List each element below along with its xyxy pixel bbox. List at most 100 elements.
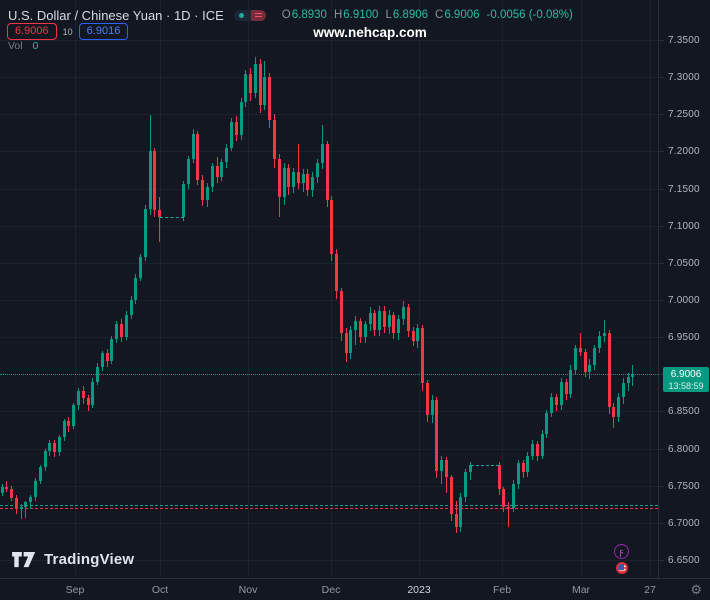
candle-wick — [30, 495, 32, 510]
candle — [516, 463, 520, 485]
open-label: O — [281, 9, 291, 21]
candle — [29, 496, 33, 503]
candle — [421, 328, 425, 384]
price-axis[interactable]: 7.3500 7.3000 7.2500 7.2000 7.1500 7.1000 7.05… — [658, 0, 710, 578]
candle — [430, 399, 434, 416]
high-value: 6.9100 — [343, 9, 379, 21]
candle — [540, 433, 544, 456]
price-tick-label: 6.8500 — [668, 406, 700, 418]
candle — [215, 166, 219, 177]
candle — [411, 331, 415, 341]
tradingview-logo[interactable]: TradingView — [12, 551, 134, 568]
horizontal-gridline — [0, 114, 658, 116]
candle — [354, 320, 358, 330]
candle — [115, 323, 119, 339]
price-tick-mark — [659, 374, 664, 376]
candle — [258, 63, 262, 106]
candle — [81, 390, 85, 399]
candle — [301, 173, 305, 183]
candle — [62, 421, 66, 438]
candle-wick — [20, 503, 22, 520]
time-tick-label: Oct — [151, 584, 169, 596]
market-status-toggle[interactable] — [233, 9, 266, 21]
time-tick-label: Sep — [65, 584, 85, 596]
vertical-gridline — [331, 0, 332, 578]
candle — [507, 506, 511, 508]
candle — [387, 314, 391, 328]
candle — [19, 506, 23, 510]
candle — [435, 399, 439, 471]
candle — [220, 161, 224, 177]
candle — [392, 314, 396, 334]
candle — [105, 353, 109, 361]
candle — [10, 489, 14, 499]
candle — [583, 351, 587, 373]
vertical-gridline — [248, 0, 249, 578]
candle — [244, 74, 248, 103]
candle — [229, 121, 233, 148]
vertical-gridline — [502, 0, 503, 578]
candle — [38, 467, 42, 481]
candle — [502, 489, 506, 507]
candle — [368, 313, 372, 324]
price-tick-mark — [659, 485, 664, 487]
market-holiday-flat-line — [160, 216, 184, 218]
candle-wick — [603, 320, 605, 342]
close-value: 6.9006 — [444, 9, 480, 21]
candle — [148, 151, 152, 210]
candle-wick — [508, 502, 510, 528]
candle — [373, 313, 377, 330]
price-tick-label: 7.0000 — [668, 294, 700, 306]
candle — [86, 398, 90, 406]
time-axis[interactable]: Sep Oct Nov Dec 2023 Feb Mar 27 ⚙ — [0, 578, 710, 600]
price-tick-mark — [659, 299, 664, 301]
candle — [206, 187, 210, 200]
candle — [96, 366, 100, 382]
horizontal-gridline — [0, 225, 658, 227]
axis-settings-gear-icon[interactable]: ⚙ — [690, 582, 702, 597]
quick-trade-lightning-icon[interactable]: ϝ — [614, 544, 629, 559]
sell-price-button[interactable]: 6.9006 — [7, 23, 57, 40]
price-tick-mark — [659, 188, 664, 190]
candle — [0, 487, 4, 494]
candle — [339, 291, 343, 334]
current-price-value: 6.9006 — [670, 369, 702, 380]
candle — [607, 332, 611, 407]
candle — [526, 455, 530, 473]
price-tick-label: 6.7000 — [668, 517, 700, 529]
candle — [287, 167, 291, 188]
buy-price-button[interactable]: 6.9016 — [78, 23, 129, 40]
candle — [535, 444, 539, 456]
candle — [124, 314, 128, 338]
candle — [191, 133, 195, 159]
high-label: H — [333, 9, 343, 21]
candle — [196, 133, 200, 180]
candle — [120, 323, 123, 338]
candle — [578, 348, 582, 352]
horizontal-gridline — [0, 411, 658, 413]
price-tick-mark — [659, 40, 664, 41]
bar-close-countdown: 13:58:59 — [668, 380, 704, 391]
horizontal-gridline — [0, 40, 658, 41]
tradingview-logo-text: TradingView — [44, 551, 135, 568]
candle-wick — [6, 481, 8, 492]
chart-canvas[interactable] — [0, 0, 658, 578]
price-tick-label: 6.9500 — [668, 332, 700, 344]
us-flag-icon[interactable] — [616, 562, 628, 574]
candle — [134, 277, 138, 300]
symbol-title[interactable]: U.S. Dollar / Chinese Yuan · 1D · ICE — [8, 7, 224, 23]
candle — [440, 459, 444, 471]
candle — [574, 348, 578, 370]
price-tick-label: 6.6500 — [668, 554, 700, 566]
candle — [626, 377, 630, 384]
candle — [143, 209, 147, 257]
candle — [296, 172, 300, 183]
candle — [33, 480, 37, 497]
candle — [263, 77, 267, 106]
candle — [272, 120, 276, 159]
candle — [53, 442, 57, 453]
ohlc-values: O 6.8930 H 6.9100 L 6.8906 C 6.9006 -0.0056 … — [282, 9, 573, 21]
price-tick-mark — [659, 411, 664, 413]
candle — [76, 390, 80, 406]
